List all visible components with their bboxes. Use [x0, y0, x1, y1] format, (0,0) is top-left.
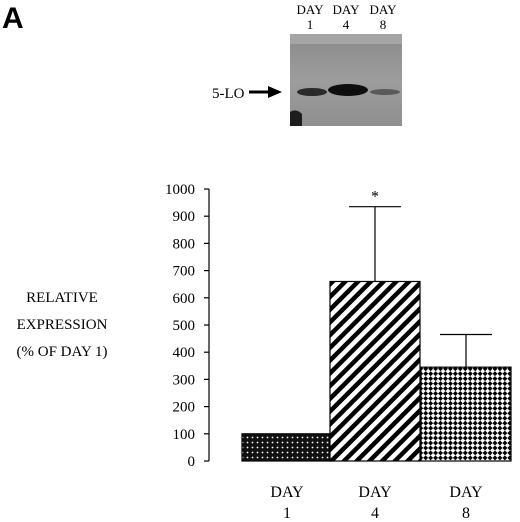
blot-band-day8: [370, 89, 400, 95]
x-label-2-top: DAY: [358, 484, 392, 501]
y-tick-label-2: 200: [173, 400, 196, 416]
y-tick-label-7: 700: [173, 264, 196, 280]
y-tick-label-10: 1000: [165, 182, 195, 198]
y-tick-label-0: 0: [188, 454, 196, 470]
blot-lane-2-top: DAY: [333, 2, 361, 17]
y-tick-label-1: 100: [173, 427, 196, 443]
y-tick-label-5: 500: [173, 318, 196, 334]
band-arrow-icon: [249, 86, 282, 98]
y-tick-label-8: 800: [173, 236, 196, 252]
ylabel-line-2: EXPRESSION: [17, 317, 108, 333]
y-axis-title: RELATIVE EXPRESSION (% OF DAY 1): [17, 290, 108, 360]
y-axis: 0 100 200 300 400 500 600 700 800 900 1000: [165, 182, 210, 470]
blot-band-day4: [328, 84, 368, 96]
bars: [241, 280, 512, 462]
x-label-3-top: DAY: [449, 484, 483, 501]
x-label-1-top: DAY: [270, 484, 304, 501]
blot-lane-3-bottom: 8: [380, 17, 387, 32]
x-label-1-bottom: 1: [283, 505, 291, 522]
y-tick-label-9: 900: [173, 209, 196, 225]
blot-band-day1: [297, 88, 327, 96]
annotation-2: *: [371, 189, 379, 206]
x-label-3-bottom: 8: [462, 505, 470, 522]
bar-2: [329, 280, 421, 462]
error-bars: *: [349, 189, 492, 368]
blot-lane-2-bottom: 4: [343, 17, 350, 32]
band-label: 5-LO: [212, 86, 245, 102]
y-tick-label-4: 400: [173, 345, 196, 361]
bar-3: [420, 366, 512, 462]
blot-lane-labels: DAY 1 DAY 4 DAY 8: [297, 2, 398, 32]
x-label-2-bottom: 4: [371, 505, 379, 522]
ylabel-line-1: RELATIVE: [26, 290, 98, 306]
blot-lane-3-top: DAY: [370, 2, 398, 17]
western-blot-image: [290, 34, 402, 126]
panel-label: A: [2, 2, 24, 35]
x-axis-labels: DAY 1 DAY 4 DAY 8: [270, 484, 483, 522]
blot-lane-1-top: DAY: [297, 2, 325, 17]
y-tick-label-6: 600: [173, 291, 196, 307]
y-tick-label-3: 300: [173, 372, 196, 388]
ylabel-line-3: (% OF DAY 1): [17, 344, 108, 360]
bar-1: [241, 433, 333, 462]
blot-lane-1-bottom: 1: [307, 17, 314, 32]
